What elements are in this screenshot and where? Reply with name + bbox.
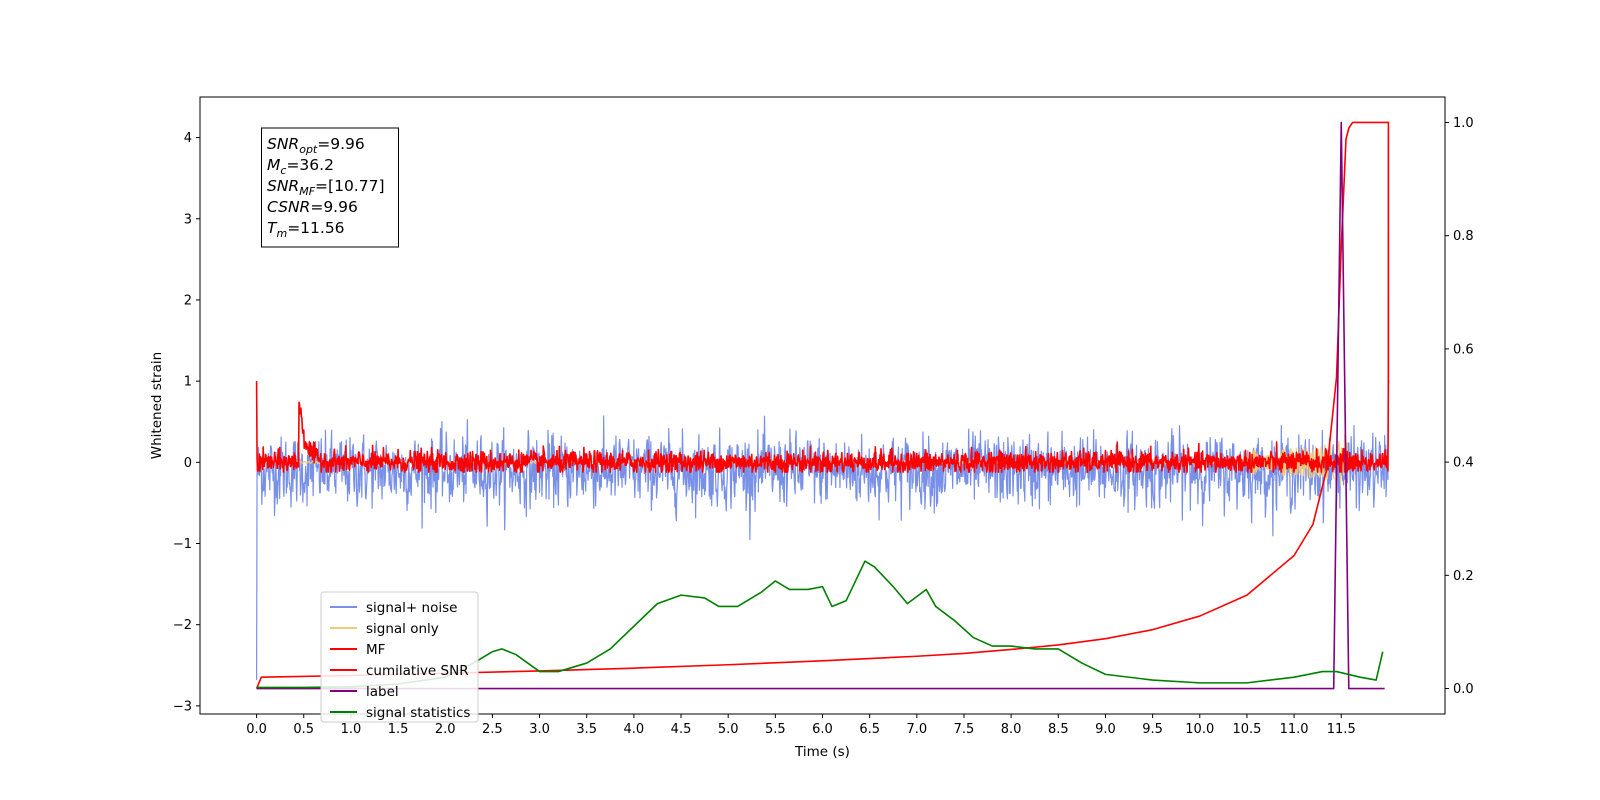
x-tick-label: 8.0 <box>1001 722 1022 737</box>
y-left-tick-label: −3 <box>173 699 192 714</box>
y-right-tick-label: 0.0 <box>1453 682 1474 697</box>
x-tick-label: 7.0 <box>906 722 927 737</box>
y-left-tick-label: −1 <box>173 537 192 552</box>
series-signal-statistics-line <box>256 560 1384 689</box>
series-layer <box>255 121 1390 690</box>
x-tick-label: 10.0 <box>1185 722 1214 737</box>
x-tick-label: 10.5 <box>1232 722 1261 737</box>
x-tick-label: 1.5 <box>388 722 409 737</box>
x-tick-label: 0.5 <box>293 722 314 737</box>
x-tick-label: 3.5 <box>576 722 597 737</box>
y-left-tick-label: 0 <box>184 456 192 471</box>
y-left-tick-label: −2 <box>173 618 192 633</box>
annotation-frame <box>261 127 399 248</box>
x-tick-label: 4.5 <box>671 722 692 737</box>
annotation-line: SNRopt=9.96 <box>267 135 365 156</box>
legend-label: signal+ noise <box>366 600 457 616</box>
legend-frame <box>320 591 479 723</box>
series-label-line <box>256 121 1385 690</box>
y-axis-right: 0.0 0.2 0.4 0.6 0.8 1.0 <box>1445 116 1474 697</box>
y-axis-label: Whitened strain <box>149 352 165 459</box>
x-tick-label: 0.0 <box>246 722 267 737</box>
x-tick-label: 4.0 <box>624 722 645 737</box>
annotation-line: Tm=11.56 <box>267 219 345 240</box>
y-left-tick-label: 4 <box>184 131 192 146</box>
x-tick-label: 2.0 <box>435 722 456 737</box>
legend-label: cumilative SNR <box>366 663 469 679</box>
x-tick-label: 9.0 <box>1095 722 1116 737</box>
x-tick-label: 5.0 <box>718 722 739 737</box>
x-tick-label: 11.5 <box>1327 722 1356 737</box>
x-tick-label: 11.0 <box>1280 722 1309 737</box>
x-axis-label: Time (s) <box>794 744 850 760</box>
x-tick-label: 2.5 <box>482 722 503 737</box>
legend: signal+ noise signal only MF cumilative SNR… <box>320 591 479 723</box>
x-tick-label: 8.5 <box>1048 722 1069 737</box>
x-tick-label: 5.5 <box>765 722 786 737</box>
legend-label: MF <box>366 642 385 658</box>
annotation-box: SNRopt=9.96Mc=36.2SNRMF=[10.77]CSNR=9.96… <box>261 127 399 248</box>
series-mf-line <box>255 381 1390 473</box>
x-tick-label: 6.0 <box>812 722 833 737</box>
x-tick-label: 6.5 <box>859 722 880 737</box>
y-right-tick-label: 0.4 <box>1453 456 1474 471</box>
y-left-tick-label: 2 <box>184 293 192 308</box>
annotation-line: Mc=36.2 <box>267 156 334 177</box>
y-right-tick-label: 0.8 <box>1453 229 1474 244</box>
y-right-tick-label: 1.0 <box>1453 116 1474 131</box>
legend-label: signal statistics <box>366 705 470 721</box>
y-left-tick-label: 3 <box>184 212 192 227</box>
x-tick-label: 3.0 <box>529 722 550 737</box>
x-tick-label: 1.0 <box>341 722 362 737</box>
annotation-line: CSNR=9.96 <box>267 198 358 216</box>
annotation-line: SNRMF=[10.77] <box>267 177 385 198</box>
y-axis-left: −3 −2 −1 0 1 2 3 4 <box>173 131 200 714</box>
legend-label: label <box>366 684 399 700</box>
x-axis: 0.0 0.5 1.0 1.5 2.0 2.5 3.0 3.5 4.0 4.5 5.0 5.5 6.0 6… <box>246 714 1356 737</box>
x-tick-label: 9.5 <box>1142 722 1163 737</box>
y-left-tick-label: 1 <box>184 375 192 390</box>
y-right-tick-label: 0.2 <box>1453 569 1474 584</box>
series-cumilative-snr-line <box>255 121 1390 689</box>
y-right-tick-label: 0.6 <box>1453 342 1474 357</box>
legend-label: signal only <box>366 621 439 637</box>
x-tick-label: 7.5 <box>954 722 975 737</box>
